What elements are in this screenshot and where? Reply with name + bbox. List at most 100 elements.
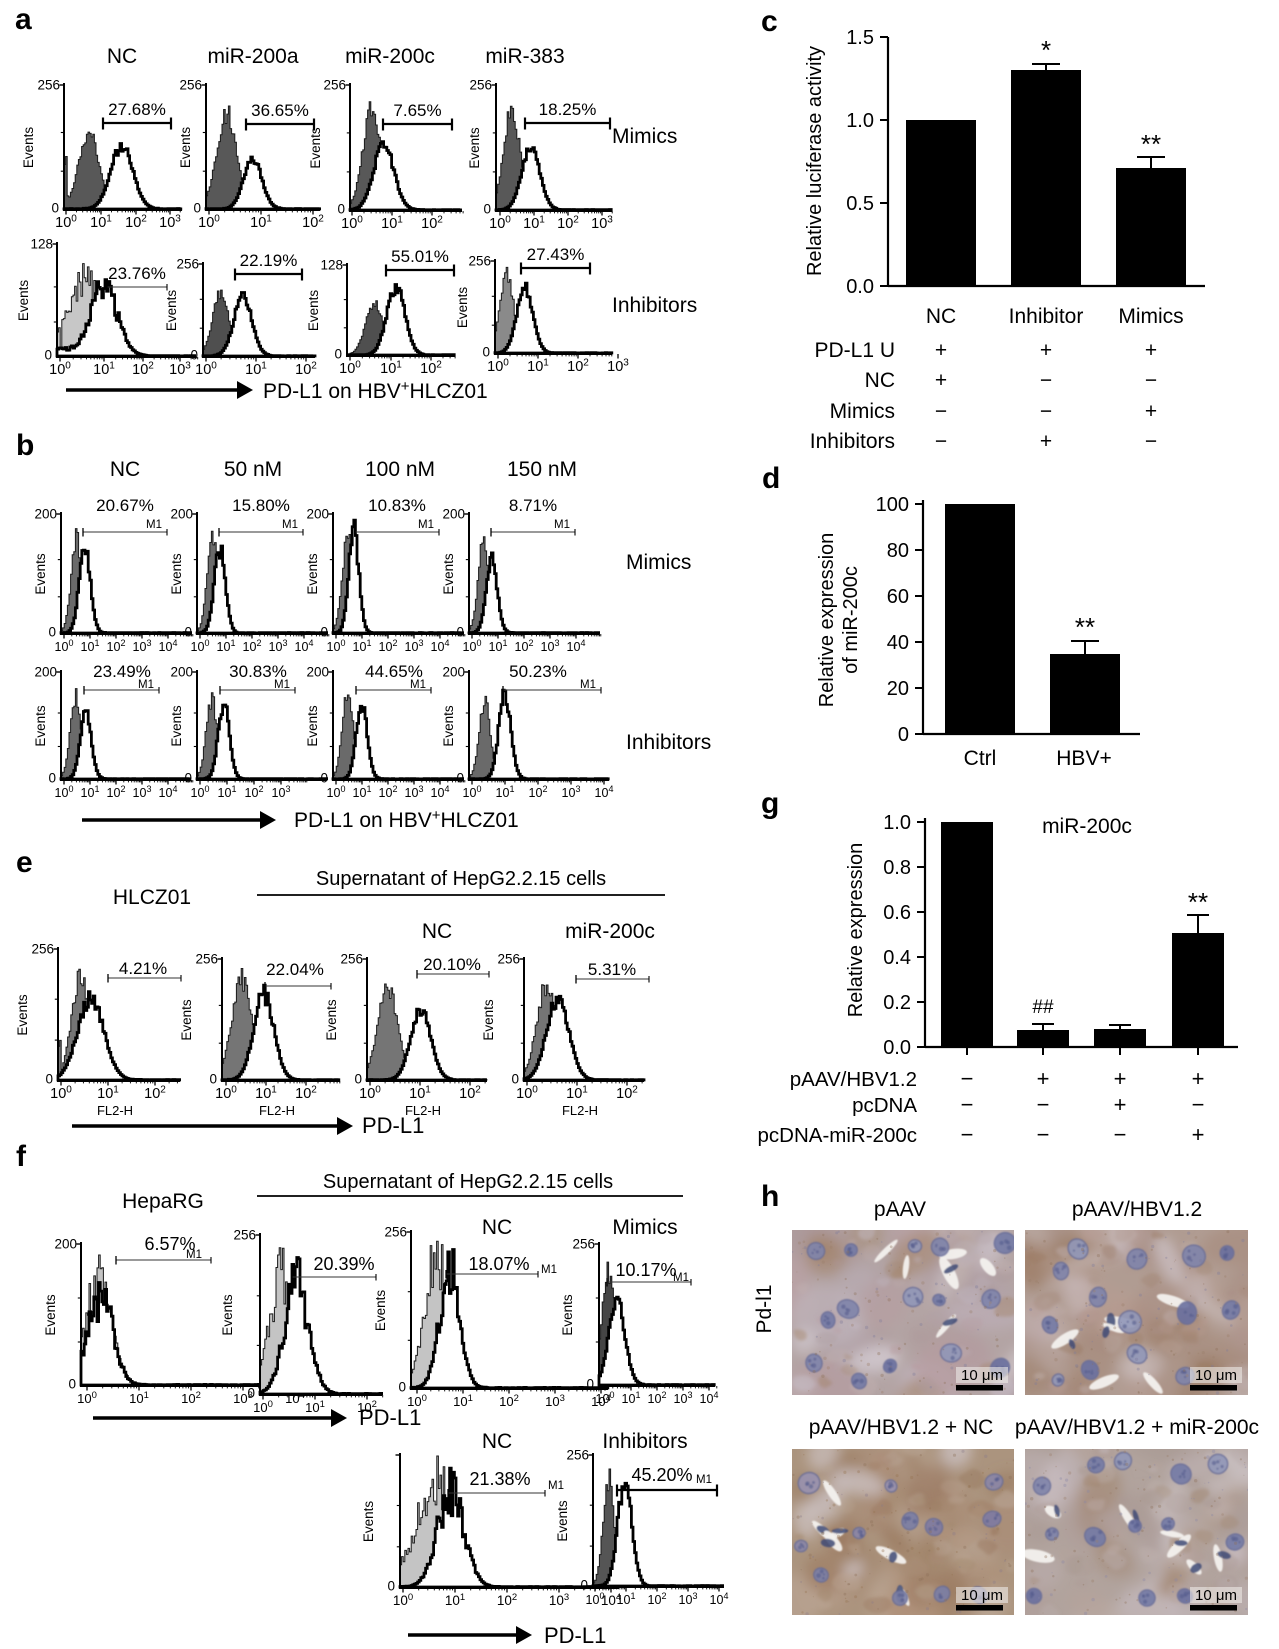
svg-text:4.21%: 4.21%	[119, 959, 167, 978]
svg-text:**: **	[1188, 887, 1208, 917]
svg-text:101: 101	[489, 638, 508, 654]
svg-text:101: 101	[527, 358, 549, 376]
svg-text:FL2-H: FL2-H	[405, 1103, 441, 1118]
svg-text:102: 102	[132, 361, 154, 379]
svg-text:Pd-l1: Pd-l1	[753, 1284, 776, 1333]
svg-text:128: 128	[320, 258, 343, 273]
svg-text:0: 0	[320, 625, 328, 640]
svg-text:−: −	[1037, 1122, 1050, 1147]
svg-text:Events: Events	[15, 994, 30, 1036]
svg-text:0: 0	[898, 724, 909, 746]
svg-text:103: 103	[159, 214, 181, 232]
svg-text:+: +	[1145, 339, 1157, 362]
svg-text:0: 0	[511, 1072, 519, 1087]
svg-text:NC: NC	[422, 920, 452, 943]
svg-text:100: 100	[487, 358, 509, 376]
svg-text:55.01%: 55.01%	[391, 247, 449, 266]
svg-text:256: 256	[323, 78, 346, 93]
svg-text:100: 100	[253, 1399, 273, 1415]
svg-text:50.23%: 50.23%	[509, 662, 567, 681]
svg-text:100: 100	[393, 1592, 413, 1608]
svg-text:100: 100	[55, 214, 77, 232]
svg-text:200: 200	[34, 665, 57, 680]
svg-text:200: 200	[170, 507, 193, 522]
svg-text:b: b	[16, 429, 34, 462]
svg-text:101: 101	[523, 215, 545, 233]
svg-text:0: 0	[456, 771, 464, 786]
svg-text:Events: Events	[169, 553, 184, 595]
svg-text:Inhibitor: Inhibitor	[1009, 305, 1084, 328]
svg-text:M1: M1	[418, 519, 434, 531]
svg-text:+: +	[935, 369, 947, 392]
svg-text:−: −	[1040, 400, 1052, 423]
svg-text:100: 100	[215, 1085, 237, 1103]
svg-text:102: 102	[125, 214, 147, 232]
svg-text:**: **	[1075, 612, 1095, 642]
svg-text:102: 102	[379, 638, 398, 654]
svg-text:Events: Events	[560, 1294, 575, 1336]
svg-text:Inhibitors: Inhibitors	[612, 294, 697, 317]
svg-text:104: 104	[710, 1591, 729, 1607]
svg-text:101: 101	[245, 361, 267, 379]
svg-text:100: 100	[191, 638, 210, 654]
svg-text:HLCZ01: HLCZ01	[113, 886, 191, 909]
svg-text:Mimics: Mimics	[1118, 305, 1183, 328]
svg-text:FL2-H: FL2-H	[97, 1103, 133, 1118]
svg-text:Events: Events	[324, 999, 339, 1041]
svg-text:101: 101	[496, 784, 515, 800]
svg-text:0: 0	[337, 202, 345, 217]
svg-text:256: 256	[233, 1228, 256, 1243]
svg-text:102: 102	[648, 1591, 667, 1607]
svg-text:101: 101	[566, 1085, 588, 1103]
svg-text:Inhibitors: Inhibitors	[602, 1430, 687, 1453]
svg-text:23.49%: 23.49%	[93, 662, 151, 681]
svg-text:101: 101	[97, 1085, 119, 1103]
svg-text:Mimics: Mimics	[612, 1216, 677, 1239]
svg-text:−: −	[935, 430, 947, 453]
svg-text:0: 0	[586, 1377, 594, 1392]
svg-text:miR-200a: miR-200a	[207, 45, 298, 68]
svg-text:pAAV/HBV1.2: pAAV/HBV1.2	[790, 1068, 917, 1091]
svg-text:102: 102	[421, 215, 443, 233]
svg-text:+: +	[1192, 1066, 1205, 1091]
svg-text:102: 102	[295, 361, 317, 379]
svg-text:102: 102	[529, 784, 548, 800]
svg-text:102: 102	[557, 215, 579, 233]
svg-text:PD-L1 on HBV+HLCZ01: PD-L1 on HBV+HLCZ01	[263, 378, 488, 403]
svg-text:*: *	[1041, 35, 1051, 65]
svg-text:102: 102	[243, 638, 262, 654]
svg-text:103: 103	[591, 215, 613, 233]
svg-text:−: −	[1145, 369, 1157, 392]
svg-text:45.20%: 45.20%	[631, 1465, 692, 1485]
svg-text:0: 0	[45, 1072, 53, 1087]
svg-text:PD-L1 on HBV+HLCZ01: PD-L1 on HBV+HLCZ01	[294, 807, 519, 832]
svg-text:102: 102	[515, 638, 534, 654]
svg-text:+: +	[1114, 1092, 1127, 1117]
svg-text:102: 102	[648, 1390, 667, 1406]
svg-text:Events: Events	[33, 553, 48, 595]
svg-text:−: −	[1145, 430, 1157, 453]
svg-text:pAAV/HBV1.2 + NC: pAAV/HBV1.2 + NC	[809, 1416, 994, 1439]
svg-text:0: 0	[387, 1579, 395, 1594]
svg-text:102: 102	[567, 358, 589, 376]
svg-text:0: 0	[209, 1072, 217, 1087]
svg-text:10 μm: 10 μm	[1195, 1367, 1237, 1384]
svg-text:60: 60	[887, 586, 909, 608]
svg-text:Events: Events	[306, 290, 321, 332]
svg-text:0: 0	[44, 348, 52, 363]
svg-text:100: 100	[195, 361, 217, 379]
svg-text:100: 100	[596, 1390, 615, 1406]
svg-text:200: 200	[306, 665, 329, 680]
svg-text:Events: Events	[361, 1501, 376, 1543]
svg-text:10 μm: 10 μm	[961, 1367, 1003, 1384]
svg-text:101: 101	[81, 784, 100, 800]
svg-text:101: 101	[409, 1085, 431, 1103]
svg-text:101: 101	[90, 214, 112, 232]
svg-text:7.65%: 7.65%	[393, 101, 441, 120]
svg-text:102: 102	[295, 1085, 317, 1103]
svg-text:Mimics: Mimics	[612, 125, 677, 148]
svg-text:1.0: 1.0	[846, 110, 874, 132]
svg-text:Events: Events	[373, 1290, 388, 1332]
svg-text:21.38%: 21.38%	[469, 1469, 530, 1489]
svg-text:M1: M1	[410, 679, 426, 691]
